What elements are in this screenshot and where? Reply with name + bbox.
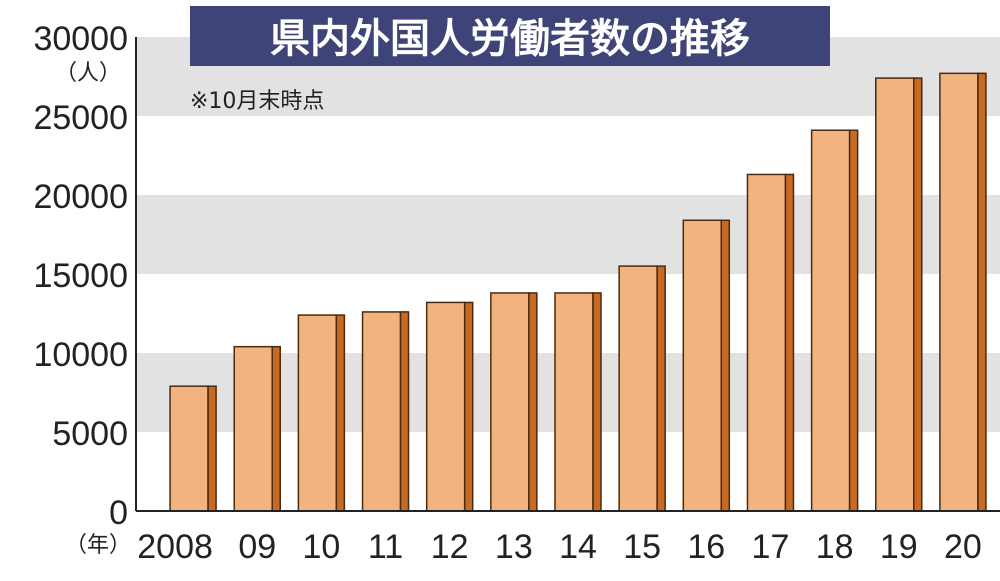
chart-title: 県内外国人労働者数の推移 xyxy=(270,16,750,62)
bar xyxy=(618,265,666,512)
bar xyxy=(682,219,731,512)
bar xyxy=(169,385,217,512)
x-tick-label: 13 xyxy=(495,528,533,566)
y-tick-label: 30000 xyxy=(33,20,128,58)
x-tick-label: 19 xyxy=(880,528,918,566)
x-tick-label: 11 xyxy=(368,528,403,566)
bar xyxy=(297,314,346,512)
bar-front xyxy=(682,219,723,512)
y-tick-label: 10000 xyxy=(33,336,128,374)
bar-side xyxy=(207,385,217,512)
x-tick-label: 15 xyxy=(623,528,661,566)
y-tick-label: 25000 xyxy=(33,99,128,137)
bar xyxy=(810,129,859,512)
bar xyxy=(425,301,474,512)
y-tick-label: 20000 xyxy=(33,178,128,216)
bar-front xyxy=(361,311,402,512)
bar xyxy=(490,292,538,512)
x-tick-label: 10 xyxy=(302,528,340,566)
bar-front xyxy=(746,173,787,512)
bar-front xyxy=(618,265,658,512)
x-tick-label: 09 xyxy=(238,528,276,566)
bar-side xyxy=(913,77,923,512)
x-tick-labels: 2008 09 10 11 12 13 14 15 16 17 18 19 20 xyxy=(137,528,982,566)
bar-side xyxy=(528,292,538,512)
y-tick-label: 5000 xyxy=(52,415,128,453)
bar-front xyxy=(554,292,594,512)
bar-front xyxy=(233,345,273,512)
x-tick-label: 14 xyxy=(559,528,597,566)
bar xyxy=(554,292,602,512)
y-tick-label: 0 xyxy=(109,494,128,532)
x-tick-label: 2008 xyxy=(137,528,213,566)
bar-side xyxy=(463,301,474,512)
bar-front xyxy=(810,129,851,512)
bar-side xyxy=(977,72,987,512)
bar-side xyxy=(848,129,859,512)
bar xyxy=(746,173,795,512)
grid-band xyxy=(136,195,1000,274)
x-tick-label: 18 xyxy=(816,528,854,566)
x-unit-label: （年） xyxy=(65,533,131,558)
bar-front xyxy=(490,292,530,512)
y-tick-labels: 0 5000 10000 15000 20000 25000 30000 xyxy=(33,20,128,532)
bar xyxy=(361,311,410,512)
y-tick-label: 15000 xyxy=(33,257,128,295)
bar-side xyxy=(592,292,602,512)
bar-side xyxy=(399,311,410,512)
x-tick-label: 20 xyxy=(944,528,982,566)
chart-note: ※10月末時点 xyxy=(190,89,324,114)
bar-side xyxy=(271,345,281,512)
bar-front xyxy=(297,314,338,512)
bar-side xyxy=(720,219,731,512)
y-unit-label: （人） xyxy=(55,61,121,86)
bar-front xyxy=(939,72,979,512)
x-tick-label: 17 xyxy=(752,528,790,566)
bar xyxy=(939,72,987,512)
bar xyxy=(233,345,281,512)
bar-front xyxy=(875,77,915,512)
bar-side xyxy=(656,265,666,512)
x-tick-label: 12 xyxy=(431,528,469,566)
x-tick-label: 16 xyxy=(687,528,725,566)
bar-side xyxy=(784,173,795,512)
bar-side xyxy=(335,314,346,512)
bar xyxy=(875,77,923,512)
bar-front xyxy=(425,301,466,512)
bars xyxy=(169,72,987,512)
bar-front xyxy=(169,385,209,512)
title-banner xyxy=(190,6,830,66)
